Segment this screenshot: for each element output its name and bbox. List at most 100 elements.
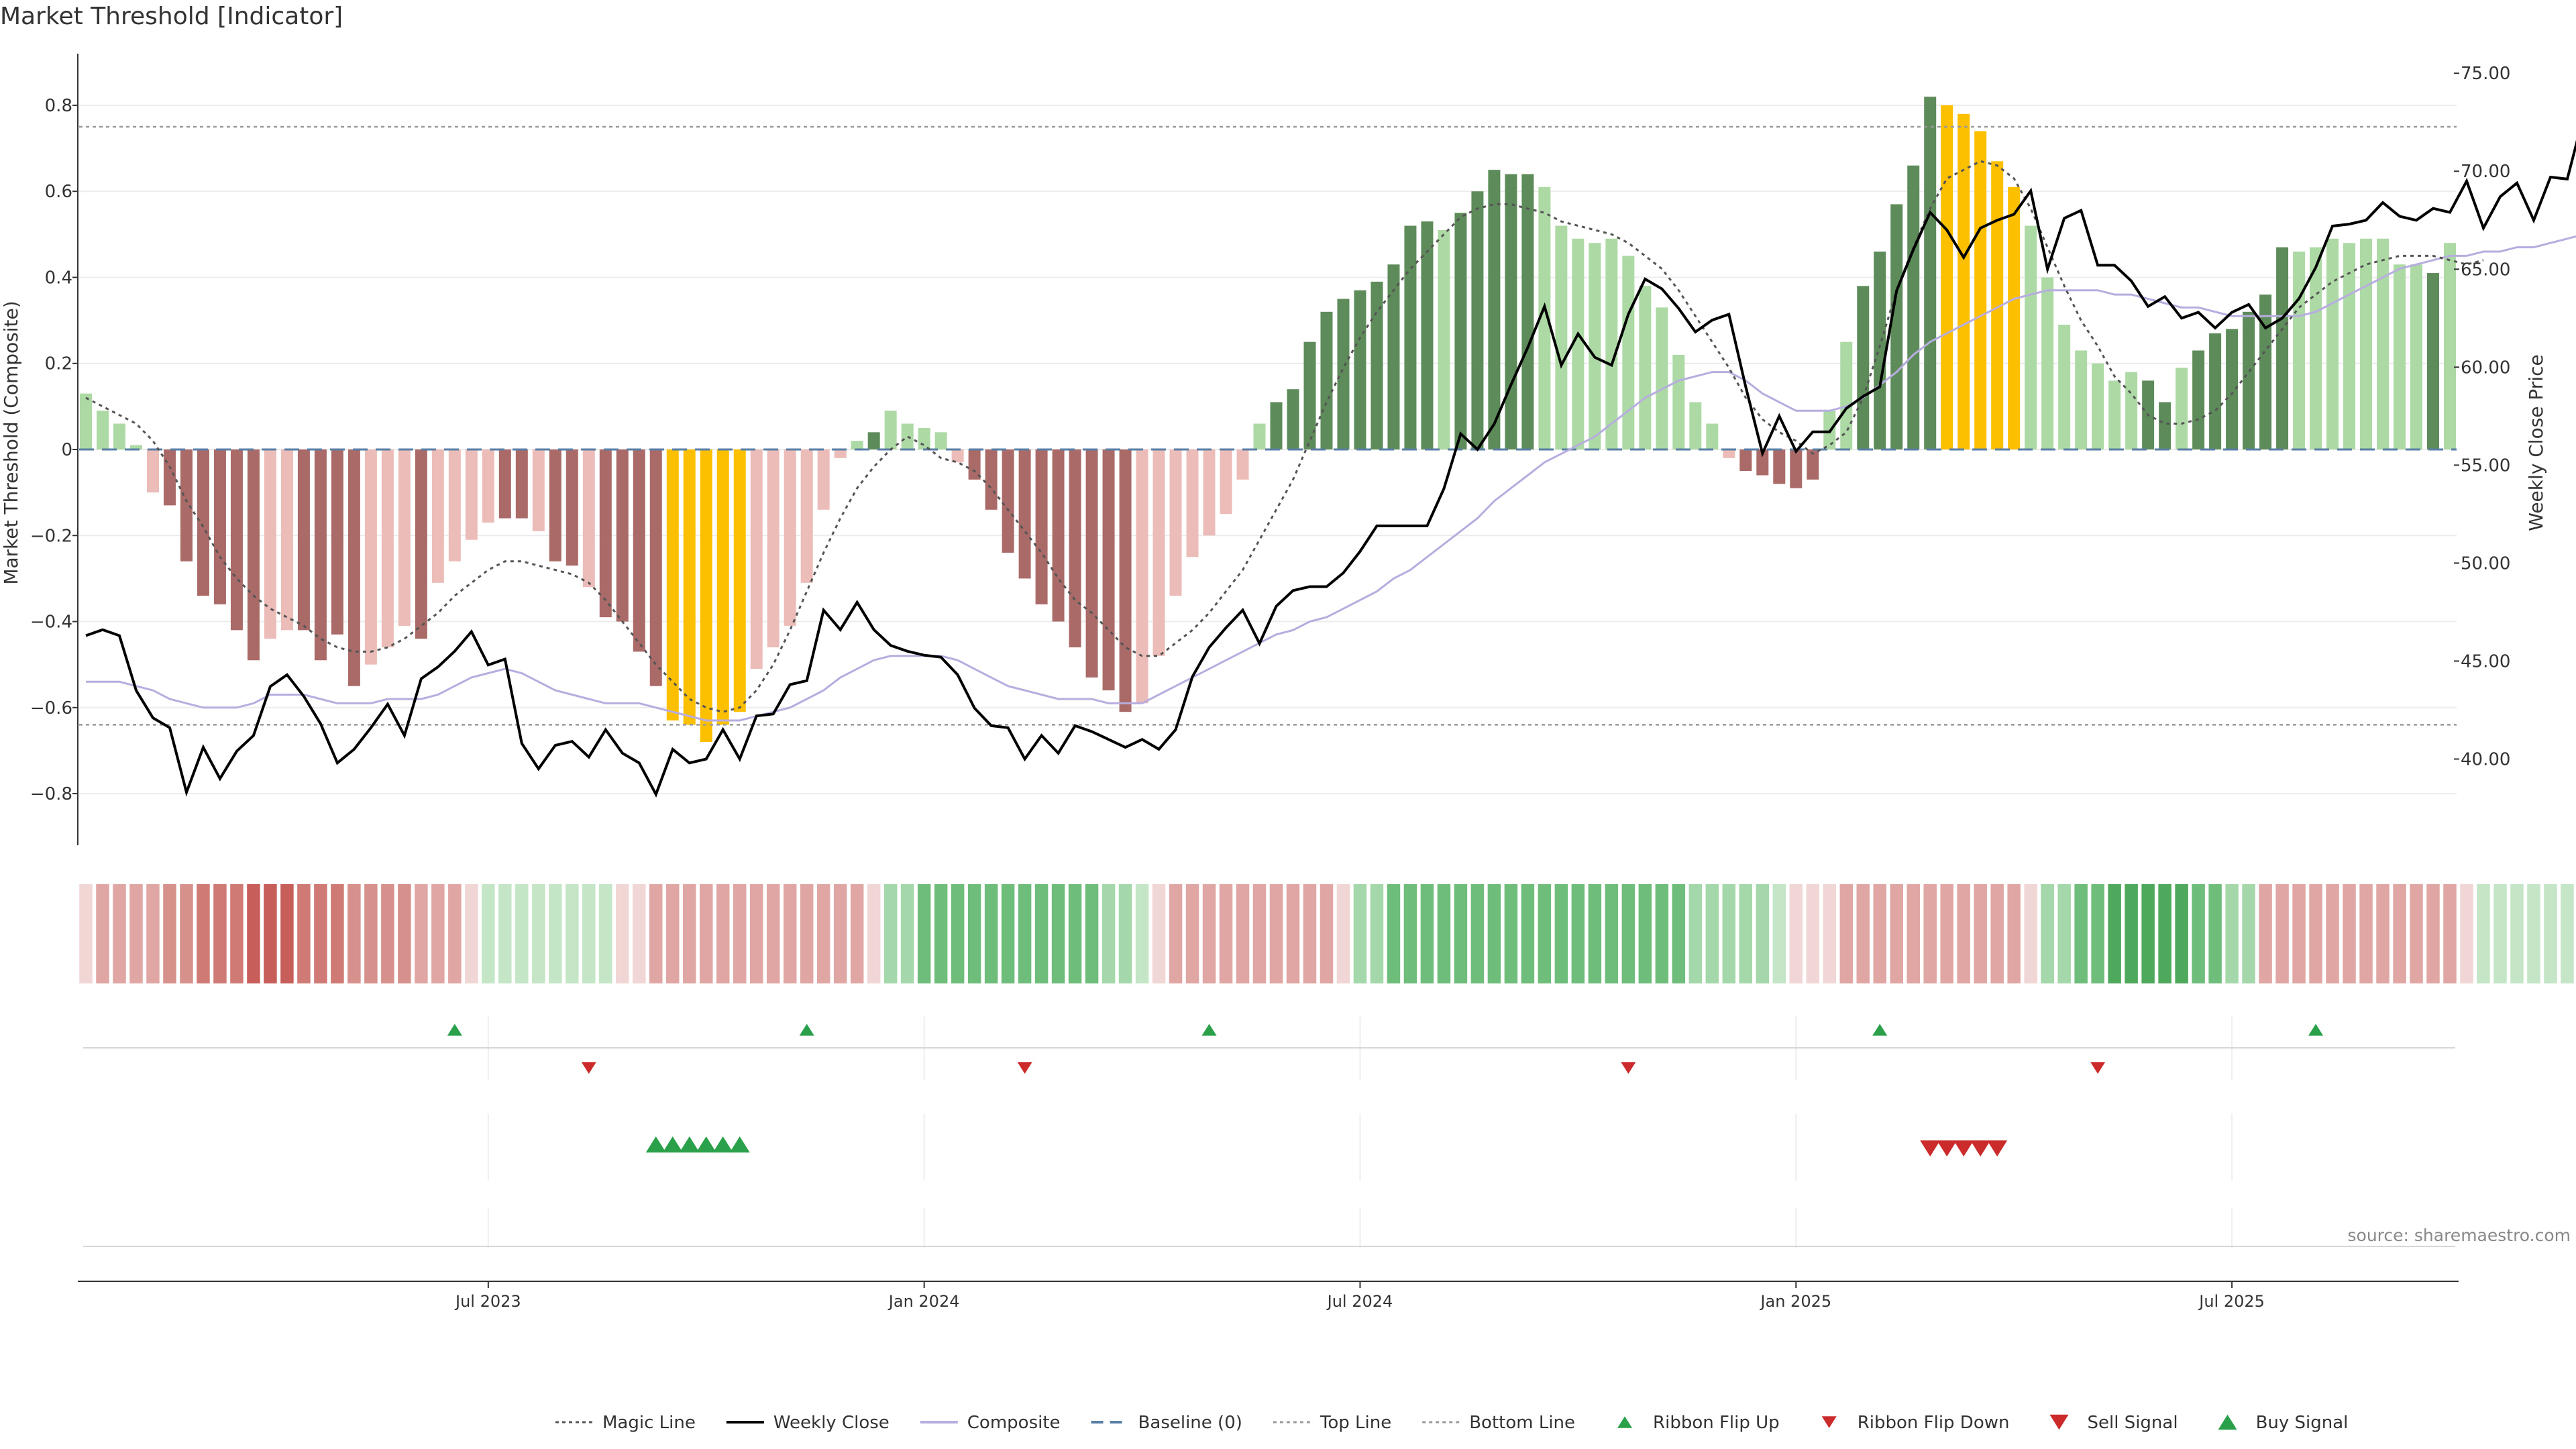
composite-bar bbox=[197, 449, 209, 596]
legend-label: Ribbon Flip Down bbox=[1858, 1413, 2010, 1433]
ribbon-cell bbox=[1102, 884, 1116, 983]
ribbon-cell bbox=[197, 884, 210, 983]
ribbon-cell bbox=[2024, 884, 2037, 983]
ribbon-cell bbox=[213, 884, 227, 983]
ribbon-cell bbox=[1202, 884, 1216, 983]
legend-item: Ribbon Flip Down bbox=[1821, 1413, 2010, 1433]
composite-bar bbox=[2326, 238, 2339, 449]
legend-item: Bottom Line bbox=[1422, 1413, 1575, 1433]
composite-bar bbox=[817, 449, 830, 510]
ribbon-cell bbox=[666, 884, 680, 983]
ribbon-cell bbox=[766, 884, 780, 983]
y-tick-label-left: 0.2 bbox=[45, 354, 72, 374]
ribbon-cell bbox=[633, 884, 646, 983]
ribbon-cell bbox=[1303, 884, 1317, 983]
composite-bar bbox=[2427, 273, 2440, 449]
composite-bar bbox=[934, 432, 947, 449]
sell-signal-marker bbox=[1953, 1140, 1974, 1157]
composite-bar bbox=[733, 449, 746, 712]
ribbon-cell bbox=[616, 884, 629, 983]
ribbon-cell bbox=[649, 884, 663, 983]
composite-bar bbox=[2410, 264, 2423, 449]
ribbon-cell bbox=[934, 884, 948, 983]
legend-label: Top Line bbox=[1320, 1413, 1391, 1433]
ribbon-cell bbox=[2091, 884, 2104, 983]
composite-bar bbox=[566, 449, 578, 566]
y-tick-label-left: −0.4 bbox=[30, 612, 72, 633]
ribbon-cell bbox=[1018, 884, 1032, 983]
ribbon-cell bbox=[917, 884, 931, 983]
ribbon-cell bbox=[1823, 884, 1837, 983]
ribbon-cell bbox=[280, 884, 294, 983]
composite-bar bbox=[2243, 311, 2255, 449]
weekly-close-line bbox=[85, 140, 2576, 798]
ribbon-cell bbox=[2309, 884, 2322, 983]
ribbon-cell bbox=[1370, 884, 1384, 983]
composite-bar bbox=[2192, 350, 2205, 449]
ribbon-cell bbox=[1621, 884, 1635, 983]
legend-label: Ribbon Flip Up bbox=[1653, 1413, 1780, 1433]
composite-bar bbox=[1656, 307, 1668, 449]
composite-bar bbox=[1689, 402, 1702, 449]
composite-bar bbox=[163, 449, 176, 506]
ribbon-cell bbox=[1688, 884, 1703, 983]
legend-label: Sell Signal bbox=[2087, 1413, 2178, 1433]
ribbon-cell bbox=[833, 884, 847, 983]
composite-bar bbox=[1991, 161, 2004, 449]
legend-item: Magic Line bbox=[555, 1413, 696, 1433]
composite-bar bbox=[1069, 449, 1081, 647]
ribbon-cell bbox=[347, 884, 361, 983]
signal-markers bbox=[447, 1024, 2324, 1157]
composite-bar bbox=[2025, 225, 2037, 449]
composite-bar bbox=[1387, 264, 1400, 449]
ribbon-cell bbox=[1454, 884, 1468, 983]
composite-bar bbox=[549, 449, 561, 561]
composite-bar bbox=[2075, 350, 2088, 449]
ribbon-flip-up-marker bbox=[447, 1024, 462, 1036]
composite-bar bbox=[2377, 238, 2390, 449]
y-tick-label-left: −0.2 bbox=[30, 526, 72, 546]
composite-bar bbox=[851, 441, 863, 449]
ribbon-cell bbox=[733, 884, 747, 983]
composite-bar bbox=[985, 449, 998, 510]
ribbon-flip-up-marker bbox=[799, 1024, 814, 1036]
composite-bar bbox=[767, 449, 780, 647]
ribbon-cell bbox=[1437, 884, 1451, 983]
composite-bar bbox=[297, 449, 310, 631]
ribbon-cell bbox=[230, 884, 244, 983]
ribbon-cell bbox=[448, 884, 462, 983]
axes: 0.8 0.6 0.4 0.2 0 −0.2 −0.4 −0.6 −0.8 75.00 70.00 6… bbox=[30, 54, 2510, 1311]
ribbon-cell bbox=[2477, 884, 2490, 983]
ribbon-cell bbox=[2275, 884, 2289, 983]
composite-bar bbox=[1169, 449, 1182, 596]
ribbon-cell bbox=[180, 884, 193, 983]
composite-bar bbox=[2108, 380, 2121, 449]
composite-bar bbox=[314, 449, 327, 661]
ribbon-flip-down-marker bbox=[2090, 1062, 2106, 1074]
y-axis-left-label: Market Threshold (Composite) bbox=[0, 301, 22, 584]
ribbon-cell bbox=[2158, 884, 2171, 983]
ribbon-cell bbox=[2208, 884, 2222, 983]
composite-bar bbox=[1957, 113, 1970, 450]
composite-bar bbox=[633, 449, 645, 652]
ribbon-cell bbox=[1605, 884, 1619, 983]
ribbon-cell bbox=[1789, 884, 1803, 983]
ribbon-cell bbox=[1638, 884, 1652, 983]
composite-bar bbox=[415, 449, 427, 639]
ribbon-cell bbox=[2359, 884, 2373, 983]
composite-bar bbox=[146, 449, 159, 493]
composite-bar bbox=[951, 449, 964, 463]
ribbon-cell bbox=[984, 884, 998, 983]
ribbon-cell bbox=[2125, 884, 2138, 983]
composite-bar bbox=[1471, 191, 1484, 449]
ribbon-cell bbox=[2326, 884, 2339, 983]
ribbon-cell bbox=[79, 884, 93, 983]
x-tick-label: Jul 2024 bbox=[1326, 1292, 1393, 1311]
x-tick-label: Jan 2024 bbox=[888, 1292, 960, 1311]
ribbon-cell bbox=[297, 884, 311, 983]
composite-bar bbox=[1538, 186, 1551, 449]
legend-label: Baseline (0) bbox=[1138, 1413, 1242, 1433]
ribbon-cell bbox=[1336, 884, 1350, 983]
ribbon-cell bbox=[2510, 884, 2524, 983]
